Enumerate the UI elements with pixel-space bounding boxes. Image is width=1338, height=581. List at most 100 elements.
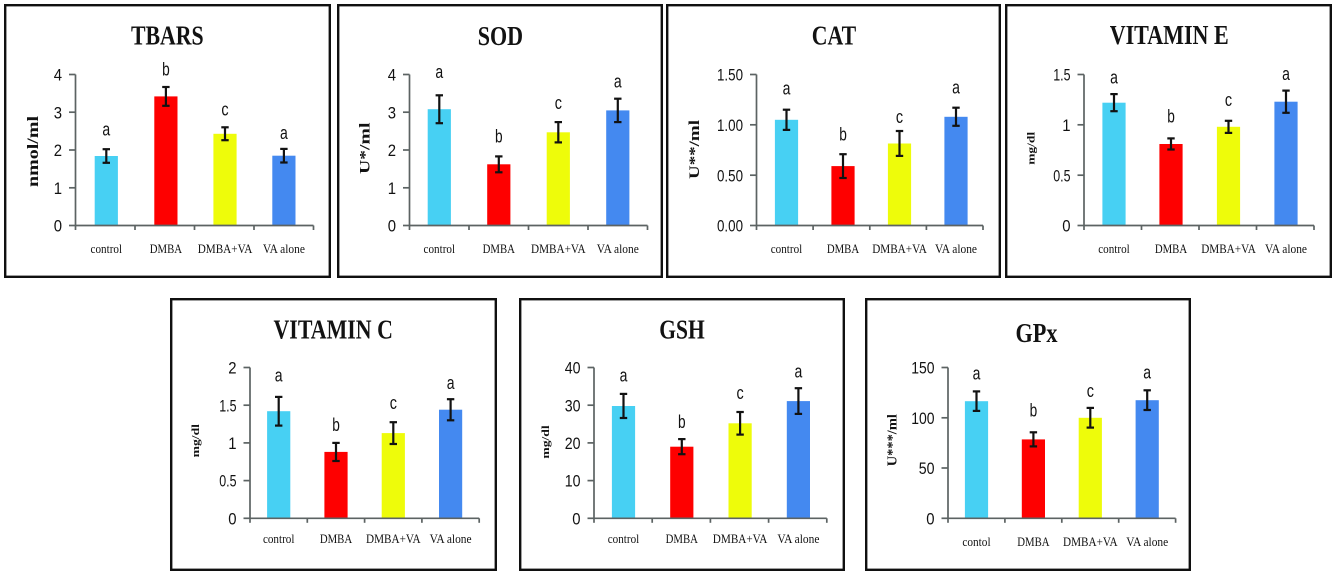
- svg-text:1.50: 1.50: [717, 66, 743, 85]
- svg-text:a: a: [280, 122, 288, 143]
- svg-text:VITAMIN E: VITAMIN E: [1110, 19, 1229, 50]
- svg-text:0.00: 0.00: [717, 217, 743, 236]
- svg-text:c: c: [555, 92, 562, 113]
- svg-text:a: a: [1143, 361, 1151, 382]
- svg-text:GPx: GPx: [1016, 317, 1058, 348]
- svg-text:0: 0: [54, 217, 62, 236]
- svg-text:DMBA+VA: DMBA+VA: [531, 242, 586, 256]
- svg-text:4: 4: [388, 66, 396, 85]
- svg-text:DMBA: DMBA: [320, 532, 352, 546]
- svg-text:VITAMIN C: VITAMIN C: [274, 314, 393, 345]
- svg-text:DMBA: DMBA: [666, 532, 698, 546]
- svg-text:U*/ml: U*/ml: [358, 123, 374, 175]
- svg-text:a: a: [952, 77, 960, 98]
- svg-text:c: c: [737, 382, 744, 403]
- svg-text:c: c: [390, 392, 397, 413]
- svg-text:a: a: [1282, 63, 1290, 84]
- svg-text:DMBA+VA: DMBA+VA: [1201, 242, 1256, 256]
- svg-text:b: b: [1030, 400, 1038, 421]
- svg-text:40: 40: [565, 359, 581, 378]
- svg-text:a: a: [1110, 66, 1118, 87]
- svg-text:a: a: [614, 70, 622, 91]
- svg-text:0: 0: [926, 509, 934, 528]
- svg-text:GSH: GSH: [659, 314, 704, 345]
- svg-text:DMBA: DMBA: [150, 242, 182, 256]
- svg-text:b: b: [495, 125, 503, 146]
- svg-text:100: 100: [911, 409, 934, 428]
- svg-text:a: a: [973, 363, 981, 384]
- svg-text:control: control: [91, 242, 123, 256]
- svg-text:3: 3: [54, 103, 62, 122]
- svg-text:1.5: 1.5: [1053, 66, 1070, 85]
- svg-text:U***/ml: U***/ml: [885, 414, 900, 466]
- svg-text:1.00: 1.00: [717, 116, 743, 135]
- svg-text:2: 2: [54, 141, 62, 160]
- svg-text:DMBA+VA: DMBA+VA: [366, 532, 421, 546]
- svg-text:a: a: [783, 77, 791, 98]
- svg-text:0: 0: [1062, 217, 1070, 236]
- svg-text:SOD: SOD: [478, 20, 523, 51]
- svg-text:20: 20: [565, 434, 581, 453]
- svg-text:CAT: CAT: [812, 19, 856, 50]
- svg-text:VA alone: VA alone: [1126, 535, 1168, 549]
- svg-text:a: a: [435, 61, 443, 82]
- svg-text:DMBA: DMBA: [827, 242, 859, 256]
- svg-text:nmol/ml: nmol/ml: [25, 115, 42, 187]
- svg-text:4: 4: [54, 66, 62, 85]
- svg-text:0: 0: [572, 509, 580, 528]
- svg-text:1.5: 1.5: [219, 396, 236, 415]
- svg-text:control: control: [1098, 242, 1130, 256]
- svg-text:DMBA: DMBA: [483, 242, 515, 256]
- svg-text:c: c: [221, 99, 228, 120]
- svg-text:10: 10: [565, 472, 581, 491]
- svg-text:a: a: [620, 365, 628, 386]
- svg-text:a: a: [102, 119, 110, 140]
- svg-text:mg/dl: mg/dl: [191, 424, 202, 458]
- svg-text:0.5: 0.5: [1053, 166, 1070, 185]
- svg-text:b: b: [839, 124, 847, 145]
- svg-text:1: 1: [388, 179, 396, 198]
- svg-text:2: 2: [388, 141, 396, 160]
- svg-text:U**/ml: U**/ml: [687, 120, 703, 179]
- svg-text:mg/dl: mg/dl: [1027, 132, 1038, 165]
- svg-text:b: b: [678, 411, 686, 432]
- svg-text:c: c: [1225, 89, 1232, 110]
- svg-text:mg/dl: mg/dl: [541, 425, 552, 459]
- svg-text:50: 50: [919, 459, 935, 478]
- svg-text:0.5: 0.5: [219, 472, 236, 491]
- svg-text:control: control: [263, 532, 295, 546]
- svg-text:control: control: [608, 532, 640, 546]
- svg-text:30: 30: [565, 396, 581, 415]
- svg-text:b: b: [332, 414, 340, 435]
- svg-text:1: 1: [228, 434, 236, 453]
- svg-text:a: a: [795, 360, 803, 381]
- svg-text:DMBA: DMBA: [1017, 535, 1049, 549]
- svg-text:control: control: [771, 242, 803, 256]
- svg-text:TBARS: TBARS: [131, 20, 204, 51]
- svg-text:contol: contol: [962, 535, 991, 549]
- svg-text:DMBA+VA: DMBA+VA: [872, 242, 927, 256]
- svg-text:150: 150: [911, 359, 934, 378]
- svg-text:VA alone: VA alone: [263, 242, 305, 256]
- svg-text:DMBA+VA: DMBA+VA: [198, 242, 253, 256]
- svg-text:a: a: [275, 365, 283, 386]
- svg-text:VA alone: VA alone: [777, 532, 819, 546]
- svg-text:2: 2: [228, 359, 236, 378]
- svg-text:VA alone: VA alone: [597, 242, 639, 256]
- svg-text:3: 3: [388, 103, 396, 122]
- svg-text:0: 0: [388, 217, 396, 236]
- svg-text:DMBA+VA: DMBA+VA: [1063, 535, 1118, 549]
- svg-text:VA alone: VA alone: [430, 532, 472, 546]
- svg-text:c: c: [896, 106, 903, 127]
- svg-text:b: b: [162, 59, 170, 80]
- svg-text:control: control: [424, 242, 456, 256]
- svg-text:a: a: [447, 372, 455, 393]
- svg-text:0: 0: [228, 509, 236, 528]
- svg-text:DMBA+VA: DMBA+VA: [713, 532, 768, 546]
- svg-text:DMBA: DMBA: [1155, 242, 1187, 256]
- svg-text:1: 1: [54, 179, 62, 198]
- svg-text:VA alone: VA alone: [1265, 242, 1307, 256]
- svg-text:b: b: [1167, 106, 1175, 127]
- svg-text:0.50: 0.50: [717, 166, 743, 185]
- svg-text:VA alone: VA alone: [935, 242, 977, 256]
